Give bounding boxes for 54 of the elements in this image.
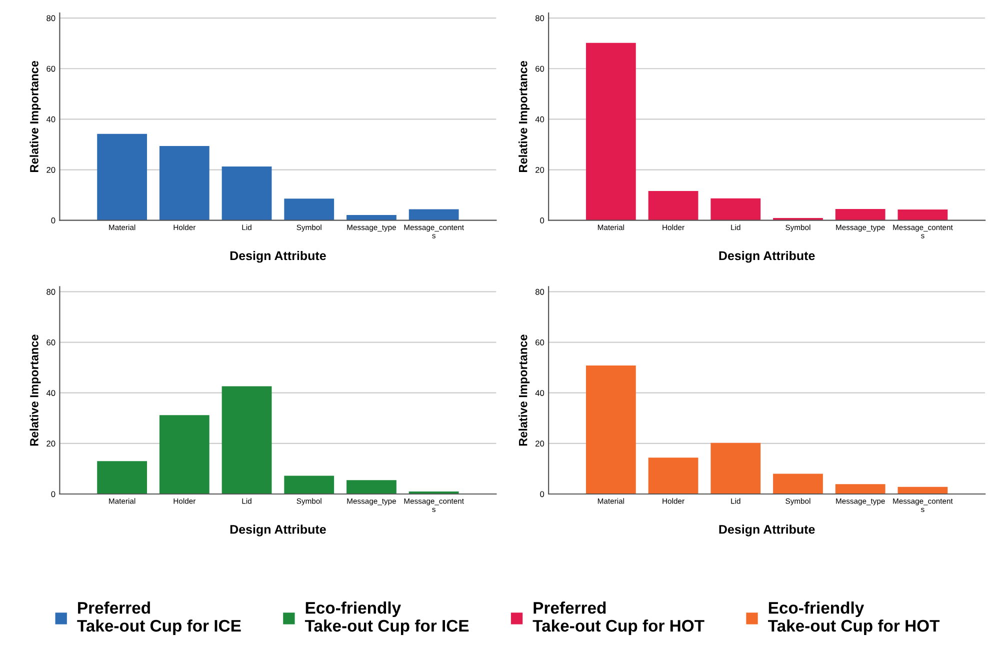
- bar: [284, 198, 334, 220]
- y-tick-label: 0: [540, 491, 544, 498]
- y-axis-title: Relative Importance: [518, 334, 530, 446]
- y-tick-label: 40: [535, 116, 544, 122]
- y-tick-label: 20: [46, 166, 56, 173]
- y-tick-label: 60: [46, 339, 56, 346]
- bar: [835, 484, 886, 494]
- y-tick-label: 60: [536, 339, 544, 346]
- y-axis-title: Relative Importance: [518, 60, 530, 172]
- bar: [346, 215, 396, 220]
- y-tick-label: 80: [535, 15, 544, 22]
- y-axis-title: Relative Importance: [30, 334, 41, 446]
- y-tick-label: 0: [51, 218, 56, 224]
- x-axis-title: Design Attribute: [719, 250, 815, 263]
- bar: [710, 198, 761, 220]
- legend-label: Eco-friendly Take-out Cup for ICE: [304, 602, 469, 635]
- bar: [159, 415, 210, 494]
- y-tick-label: 40: [535, 390, 544, 396]
- bar: [284, 476, 334, 494]
- legend-label: Preferred Take-out Cup for ICE: [77, 602, 241, 635]
- bar: [222, 166, 272, 220]
- y-tick-label: 80: [46, 15, 56, 22]
- bar: [586, 42, 636, 220]
- y-tick-label: 0: [540, 218, 544, 224]
- y-tick-label: 60: [536, 66, 544, 72]
- bar: [408, 209, 459, 220]
- bar: [648, 191, 698, 220]
- bar: [586, 366, 636, 494]
- y-tick-label: 20: [536, 440, 544, 447]
- y-tick-label: 20: [46, 440, 56, 447]
- y-tick-label: 80: [46, 288, 56, 295]
- x-axis-title: Design Attribute: [719, 524, 815, 536]
- legend-label: Preferred Take-out Cup for HOT: [532, 602, 704, 635]
- y-axis-title: Relative Importance: [30, 60, 41, 172]
- bar: [97, 461, 147, 494]
- y-tick-label: 40: [46, 116, 56, 122]
- bar: [648, 458, 698, 494]
- y-tick-label: 20: [536, 166, 544, 173]
- bar: [346, 480, 396, 494]
- bar: [159, 146, 210, 220]
- y-tick-label: 80: [535, 288, 544, 295]
- bar: [222, 386, 272, 494]
- bar: [773, 474, 823, 494]
- bar: [898, 486, 948, 494]
- y-tick-label: 40: [46, 390, 56, 396]
- bar: [835, 208, 886, 220]
- x-axis-title: Design Attribute: [230, 524, 326, 536]
- y-tick-label: 0: [51, 491, 56, 498]
- bar: [898, 209, 948, 220]
- bar: [710, 442, 761, 494]
- y-tick-label: 60: [46, 66, 56, 72]
- legend-label: Eco-friendly Take-out Cup for HOT: [768, 602, 940, 635]
- x-axis-title: Design Attribute: [230, 250, 326, 263]
- bar: [97, 134, 147, 220]
